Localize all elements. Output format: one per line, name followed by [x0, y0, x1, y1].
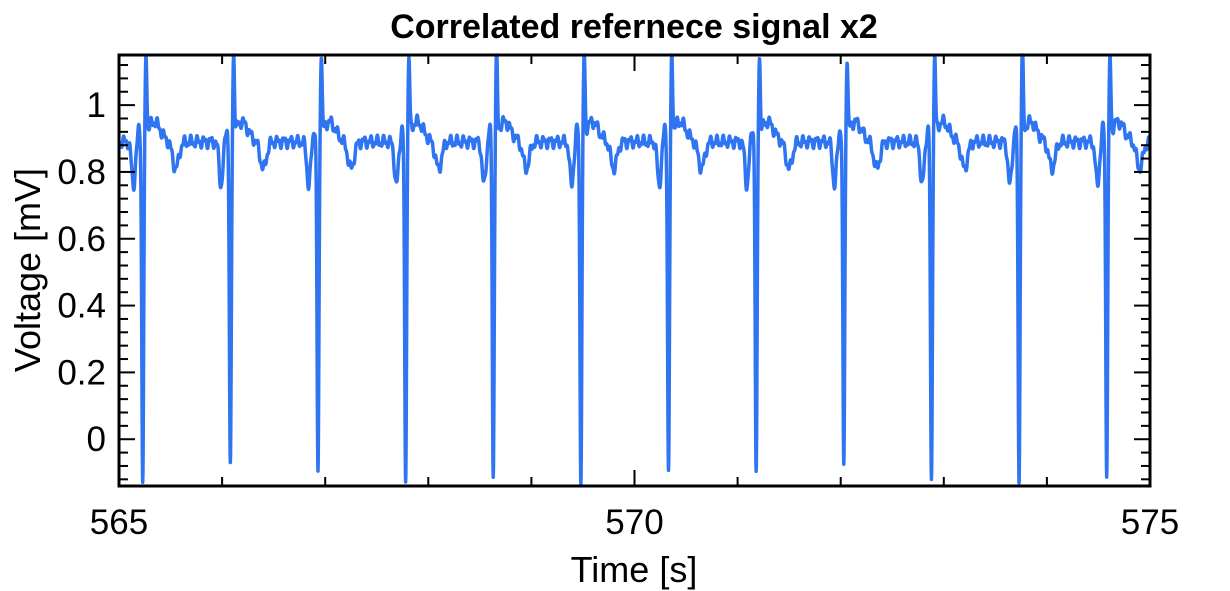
plot-frame: [117, 53, 1152, 488]
x-axis-label: Time [s]: [571, 549, 698, 590]
y-tick-label: 0.4: [57, 287, 106, 326]
axis-ticks: 565 570 575 0 0.2 0.4 0.6 0.8 1: [57, 55, 1179, 542]
x-tick-label: 570: [605, 503, 663, 542]
y-tick-label: 0: [87, 420, 106, 459]
y-tick-label: 0.2: [57, 353, 106, 392]
chart-title: Correlated refernece signal x2: [390, 8, 878, 46]
y-tick-label: 1: [87, 86, 106, 125]
x-tick-label: 565: [90, 503, 148, 542]
series-line: [117, 53, 1152, 487]
y-tick-label: 0.8: [57, 153, 106, 192]
x-tick-label: 575: [1121, 503, 1179, 542]
y-axis-label: Voltage [mV]: [7, 168, 48, 372]
plot-area: [117, 53, 1152, 487]
y-tick-label: 0.6: [57, 220, 106, 259]
